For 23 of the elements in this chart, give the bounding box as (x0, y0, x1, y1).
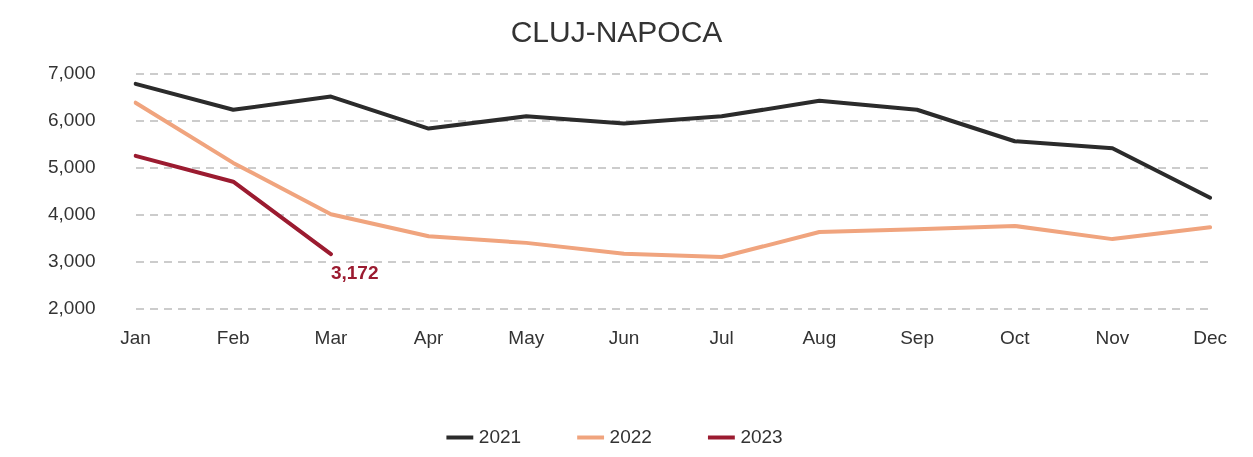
y-tick-label: 3,000 (48, 250, 96, 272)
x-tick-label: Jul (709, 326, 734, 348)
x-tick-label: Jun (608, 326, 640, 348)
x-tick-label: Apr (413, 326, 445, 348)
data-label: 3,172 (330, 261, 379, 283)
y-tick-label: 4,000 (48, 203, 96, 225)
y-tick-label: 2,000 (48, 297, 96, 319)
y-tick-label: 5,000 (48, 156, 96, 178)
chart-title: CLUJ-NAPOCA (510, 15, 723, 49)
y-tick-label: 6,000 (48, 109, 96, 131)
legend-label: 2021 (478, 425, 522, 447)
x-tick-label: Aug (802, 326, 837, 348)
x-tick-label: Feb (216, 326, 250, 348)
legend-label: 2023 (740, 425, 783, 447)
x-tick-label: Dec (1193, 326, 1227, 348)
x-tick-label: May (508, 326, 545, 348)
x-tick-label: Sep (900, 326, 934, 348)
x-tick-label: Oct (999, 326, 1031, 348)
x-tick-label: Nov (1095, 326, 1130, 348)
x-tick-label: Mar (314, 326, 348, 348)
x-tick-label: Jan (120, 326, 151, 348)
legend-label: 2022 (609, 425, 652, 447)
y-tick-label: 7,000 (48, 62, 96, 84)
